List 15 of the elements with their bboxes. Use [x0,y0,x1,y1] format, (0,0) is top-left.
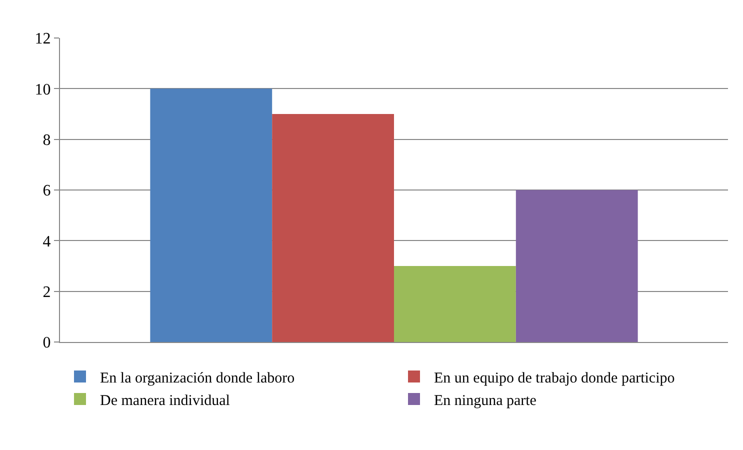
bar [150,88,272,342]
legend-label: En un equipo de trabajo donde participo [434,370,675,386]
y-tick-label: 4 [42,233,51,250]
legend-label: En ninguna parte [434,392,537,409]
bar [272,114,394,342]
y-tick-label: 0 [42,334,51,352]
bar [516,190,638,342]
y-tick-label: 6 [42,182,51,200]
y-tick-label: 10 [34,81,51,98]
legend-label: De manera individual [100,392,230,409]
y-tick-label: 2 [42,284,51,301]
y-tick-label: 8 [42,132,51,149]
y-tick-label: 12 [34,30,51,48]
bar [394,266,516,342]
legend-label: En la organización donde laboro [100,370,295,386]
